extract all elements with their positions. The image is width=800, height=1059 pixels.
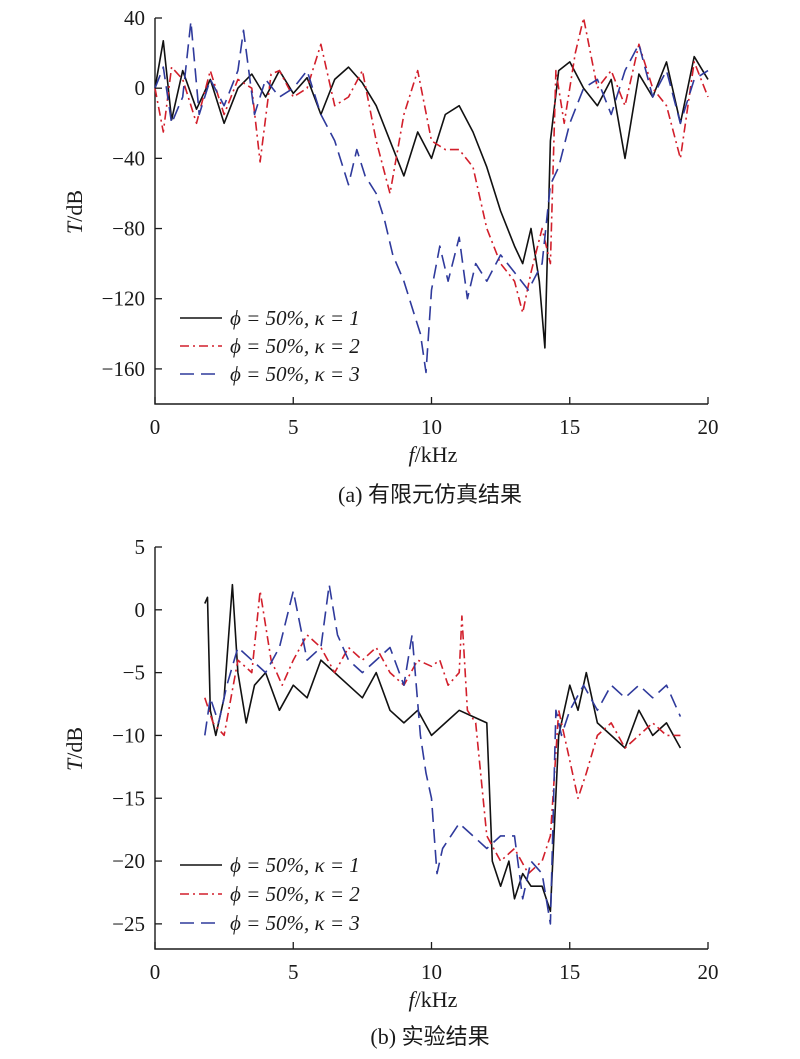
x-tick-label: 5 <box>288 960 299 984</box>
x-tick-label: 10 <box>421 415 442 439</box>
chart-a-ylabel: T/dB <box>62 190 87 234</box>
chart-a-xlabel: f/kHz <box>409 442 458 467</box>
series-line-kappa-2 <box>154 17 709 314</box>
chart-panel-b: 0 5 10 15 20 5 0 −5 −10 −15 −20 −25 ϕ = 50%, κ = 1 ϕ… <box>0 525 800 1059</box>
chart-b-ylabel: T/dB <box>62 727 87 771</box>
x-tick-label: 0 <box>150 960 161 984</box>
y-tick-label: −10 <box>112 723 145 747</box>
y-tick-label: −160 <box>102 357 145 381</box>
series-line-kappa-3 <box>204 583 682 925</box>
y-tick-label: −20 <box>112 849 145 873</box>
chart-b-svg: 0 5 10 15 20 5 0 −5 −10 −15 −20 −25 ϕ = 50%, κ = 1 ϕ… <box>62 535 719 1049</box>
y-tick-label: −15 <box>112 786 145 810</box>
x-tick-label: 10 <box>421 960 442 984</box>
chart-panel-a: 0 5 10 15 20 40 0 −40 −80 −120 −160 ϕ = 50%, κ = 1… <box>0 0 800 525</box>
legend-label-kappa-1: ϕ = 50%, κ = 1 <box>230 853 360 877</box>
chart-a-svg: 0 5 10 15 20 40 0 −40 −80 −120 −160 ϕ = 50%, κ = 1… <box>62 6 719 507</box>
y-tick-label: 0 <box>135 598 146 622</box>
x-tick-label: 20 <box>698 415 719 439</box>
y-tick-label: −5 <box>123 661 145 685</box>
series-line-kappa-1 <box>154 39 709 349</box>
chart-a-caption: (a) 有限元仿真结果 <box>338 482 522 507</box>
chart-b-caption: (b) 实验结果 <box>370 1024 489 1049</box>
y-tick-label: 40 <box>124 6 145 30</box>
x-tick-label: 15 <box>559 960 580 984</box>
y-tick-label: −40 <box>112 146 145 170</box>
x-tick-label: 15 <box>559 415 580 439</box>
x-tick-label: 20 <box>698 960 719 984</box>
series-line-kappa-3 <box>154 20 709 374</box>
y-tick-label: 5 <box>135 535 146 559</box>
legend-label-kappa-3: ϕ = 50%, κ = 3 <box>230 362 360 386</box>
chart-b-xlabel: f/kHz <box>409 987 458 1012</box>
y-tick-label: 0 <box>135 76 146 100</box>
x-tick-label: 0 <box>150 415 161 439</box>
y-tick-label: −80 <box>112 217 145 241</box>
legend-label-kappa-3: ϕ = 50%, κ = 3 <box>230 911 360 935</box>
x-tick-label: 5 <box>288 415 299 439</box>
legend-label-kappa-1: ϕ = 50%, κ = 1 <box>230 306 360 330</box>
y-tick-label: −120 <box>102 287 145 311</box>
series-line-kappa-2 <box>204 590 681 875</box>
legend-label-kappa-2: ϕ = 50%, κ = 2 <box>230 334 360 358</box>
legend-label-kappa-2: ϕ = 50%, κ = 2 <box>230 882 360 906</box>
y-tick-label: −25 <box>112 912 145 936</box>
